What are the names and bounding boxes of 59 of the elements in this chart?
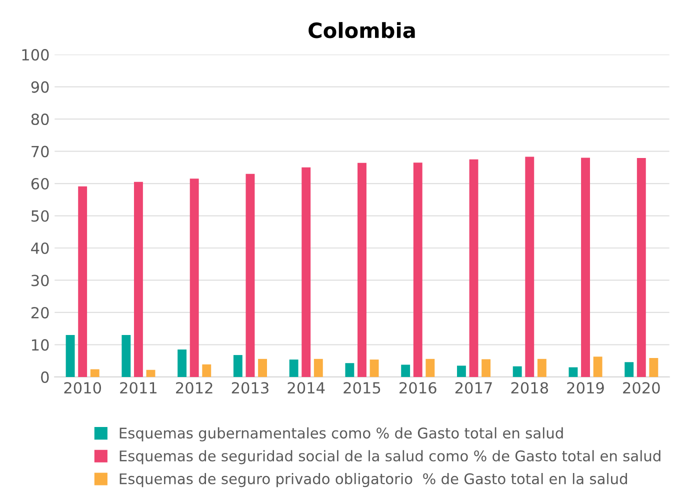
bar bbox=[401, 364, 410, 377]
bar bbox=[78, 186, 88, 377]
legend-label: Esquemas de seguridad social de la salud como % de Gasto total en salud bbox=[120, 450, 660, 464]
x-tick-label: 2015 bbox=[344, 382, 380, 394]
legend-label: Esquemas gubernamentales como % de Gasto total en salud bbox=[120, 427, 563, 442]
bar bbox=[469, 159, 478, 377]
y-tick-label: 60 bbox=[31, 178, 49, 190]
x-tick-label: 2018 bbox=[511, 382, 548, 394]
bar bbox=[358, 162, 366, 377]
bar bbox=[190, 178, 199, 377]
bar bbox=[314, 358, 323, 377]
legend-label: Esquemas de seguro privado obligatorio % de Gasto total en la salud bbox=[120, 473, 627, 488]
bar bbox=[581, 158, 590, 377]
bar bbox=[178, 350, 187, 377]
x-tick-label: 2014 bbox=[288, 382, 325, 394]
y-tick-label: 10 bbox=[32, 339, 49, 351]
bar bbox=[90, 369, 100, 377]
bar bbox=[624, 362, 634, 377]
bar bbox=[202, 364, 212, 377]
y-tick-label: 30 bbox=[32, 274, 49, 286]
y-tick-label: 40 bbox=[31, 242, 49, 254]
bar bbox=[246, 174, 255, 377]
y-tick-label: 50 bbox=[32, 210, 49, 222]
x-tick-label: 2011 bbox=[120, 382, 156, 394]
bar bbox=[258, 358, 267, 377]
bar bbox=[289, 360, 298, 377]
y-tick-label: 0 bbox=[41, 371, 49, 383]
x-tick-label: 2012 bbox=[176, 382, 212, 394]
chart-title: Colombia bbox=[308, 22, 415, 38]
bar bbox=[649, 358, 658, 377]
bar bbox=[568, 367, 578, 377]
bar bbox=[233, 355, 242, 377]
bar bbox=[370, 360, 379, 377]
x-tick-label: 2010 bbox=[64, 382, 102, 394]
bar bbox=[525, 156, 534, 377]
bar bbox=[413, 162, 422, 377]
x-tick-label: 2020 bbox=[623, 382, 660, 394]
bar bbox=[146, 370, 156, 377]
bar bbox=[345, 363, 354, 377]
x-tick-label: 2013 bbox=[232, 382, 268, 394]
bar bbox=[302, 167, 311, 377]
y-tick-label: 100 bbox=[22, 49, 49, 61]
y-tick-label: 80 bbox=[31, 114, 49, 126]
bar bbox=[636, 158, 646, 377]
bar bbox=[122, 335, 131, 377]
bar bbox=[593, 356, 602, 377]
bar bbox=[482, 359, 491, 377]
bar bbox=[456, 366, 466, 377]
x-tick-label: 2016 bbox=[400, 382, 436, 394]
bar bbox=[537, 358, 546, 377]
x-tick-label: 2017 bbox=[455, 382, 492, 394]
bar bbox=[134, 182, 143, 377]
x-tick-label: 2019 bbox=[567, 382, 604, 394]
y-tick-label: 70 bbox=[32, 146, 49, 158]
bar bbox=[66, 335, 75, 377]
bar bbox=[512, 366, 522, 377]
y-tick-label: 20 bbox=[31, 306, 49, 318]
y-tick-label: 90 bbox=[31, 81, 49, 93]
bar bbox=[426, 358, 435, 377]
